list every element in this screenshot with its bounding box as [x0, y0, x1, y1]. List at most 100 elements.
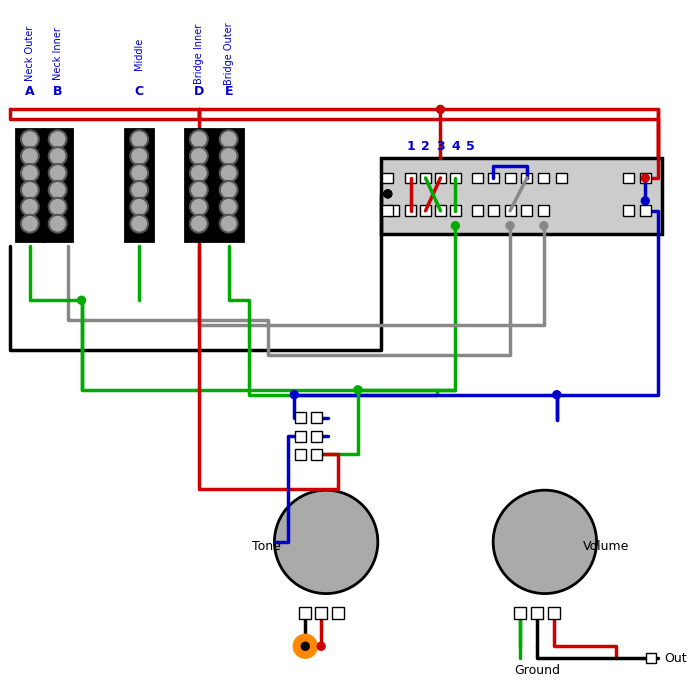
Bar — [640, 205, 651, 216]
Circle shape — [493, 490, 597, 594]
Bar — [332, 608, 344, 620]
Circle shape — [219, 147, 237, 165]
Circle shape — [21, 181, 39, 199]
Text: 5: 5 — [466, 140, 475, 152]
Bar — [381, 158, 662, 234]
Bar — [310, 449, 322, 460]
Bar — [405, 173, 416, 184]
Circle shape — [219, 181, 237, 199]
Circle shape — [77, 297, 86, 304]
Bar — [310, 412, 322, 423]
Circle shape — [190, 147, 208, 165]
Bar — [623, 173, 634, 184]
Bar — [299, 608, 311, 620]
Text: Tone: Tone — [252, 541, 281, 553]
Text: 1: 1 — [406, 140, 415, 152]
Bar — [382, 173, 393, 184]
Text: 2: 2 — [421, 140, 430, 152]
Circle shape — [21, 164, 39, 182]
Bar — [522, 173, 533, 184]
Bar — [126, 130, 153, 240]
Bar — [623, 205, 634, 216]
Circle shape — [302, 642, 309, 650]
Circle shape — [384, 190, 392, 198]
Text: A: A — [25, 85, 34, 98]
Bar — [538, 205, 549, 216]
Bar — [310, 431, 322, 442]
Bar — [538, 173, 549, 184]
Text: D: D — [194, 85, 204, 98]
Bar — [295, 412, 306, 423]
Circle shape — [190, 164, 208, 182]
Circle shape — [190, 130, 208, 148]
Circle shape — [130, 164, 148, 182]
Bar — [405, 205, 416, 216]
Circle shape — [49, 130, 67, 148]
Text: E: E — [224, 85, 233, 98]
Circle shape — [506, 222, 514, 229]
Bar — [450, 205, 461, 216]
Circle shape — [21, 198, 39, 216]
Bar — [647, 653, 656, 663]
Circle shape — [130, 181, 148, 199]
Text: Neck Outer: Neck Outer — [25, 26, 34, 81]
Circle shape — [641, 197, 649, 205]
Circle shape — [130, 215, 148, 233]
Text: Bridge Outer: Bridge Outer — [224, 22, 234, 85]
Circle shape — [49, 147, 67, 165]
Text: Out: Out — [664, 651, 687, 665]
Circle shape — [190, 181, 208, 199]
Circle shape — [49, 181, 67, 199]
Text: Bridge Inner: Bridge Inner — [194, 24, 204, 84]
Bar — [556, 173, 567, 184]
Circle shape — [293, 634, 317, 658]
Circle shape — [21, 147, 39, 165]
Bar — [640, 173, 651, 184]
Circle shape — [553, 391, 561, 398]
Text: Volume: Volume — [583, 541, 630, 553]
Text: Middle: Middle — [134, 37, 144, 70]
Bar — [295, 449, 306, 460]
Bar — [504, 205, 515, 216]
Bar — [315, 608, 327, 620]
Circle shape — [451, 222, 460, 229]
Bar — [420, 173, 431, 184]
Circle shape — [21, 130, 39, 148]
Bar — [522, 205, 533, 216]
Bar — [504, 173, 515, 184]
Circle shape — [21, 215, 39, 233]
Bar — [185, 130, 213, 240]
Bar — [435, 205, 446, 216]
Bar — [472, 205, 483, 216]
Text: 3: 3 — [436, 140, 445, 152]
Circle shape — [130, 198, 148, 216]
Circle shape — [290, 391, 298, 398]
Text: C: C — [135, 85, 144, 98]
Bar — [488, 173, 499, 184]
Circle shape — [437, 105, 444, 114]
Circle shape — [49, 198, 67, 216]
Circle shape — [49, 164, 67, 182]
Bar — [548, 608, 560, 620]
Circle shape — [354, 386, 362, 394]
Circle shape — [130, 130, 148, 148]
Circle shape — [540, 222, 548, 229]
Bar — [420, 205, 431, 216]
Bar — [382, 205, 393, 216]
Bar — [16, 130, 43, 240]
Bar — [388, 205, 400, 216]
Circle shape — [219, 198, 237, 216]
Circle shape — [219, 164, 237, 182]
Bar — [43, 130, 72, 240]
Bar — [531, 608, 543, 620]
Bar — [295, 431, 306, 442]
Text: B: B — [53, 85, 62, 98]
Bar — [488, 205, 499, 216]
Circle shape — [49, 215, 67, 233]
Bar — [472, 173, 483, 184]
Circle shape — [219, 130, 237, 148]
Text: 4: 4 — [451, 140, 460, 152]
Circle shape — [190, 198, 208, 216]
Circle shape — [384, 190, 392, 198]
Circle shape — [641, 174, 649, 182]
